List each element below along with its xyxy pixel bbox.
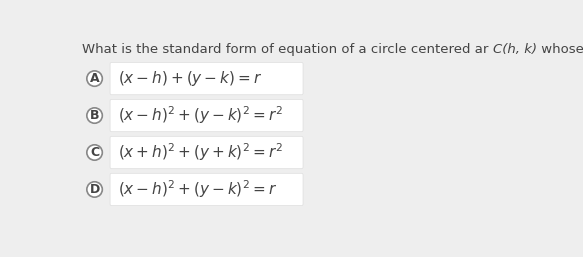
Circle shape [87,145,103,160]
Circle shape [87,71,103,86]
Text: D: D [89,183,100,196]
FancyBboxPatch shape [110,62,303,95]
FancyBboxPatch shape [110,173,303,206]
Text: C: C [90,146,99,159]
Text: whose radius is: whose radius is [537,43,583,56]
Text: $(x - h)^2 + (y - k)^2 = r$: $(x - h)^2 + (y - k)^2 = r$ [118,179,277,200]
Circle shape [87,108,103,123]
Text: B: B [90,109,99,122]
Text: $(x + h)^2 + (y + k)^2 = r^2$: $(x + h)^2 + (y + k)^2 = r^2$ [118,142,283,163]
Text: What is the standard form of equation of a circle centered ar: What is the standard form of equation of… [82,43,493,56]
Text: $(x - h)^2 + (y - k)^2 = r^2$: $(x - h)^2 + (y - k)^2 = r^2$ [118,105,283,126]
Text: A: A [90,72,99,85]
FancyBboxPatch shape [110,99,303,132]
Text: $(x - h) + (y - k) = r$: $(x - h) + (y - k) = r$ [118,69,262,88]
FancyBboxPatch shape [110,136,303,169]
Circle shape [87,182,103,197]
Text: C(h, k): C(h, k) [493,43,537,56]
